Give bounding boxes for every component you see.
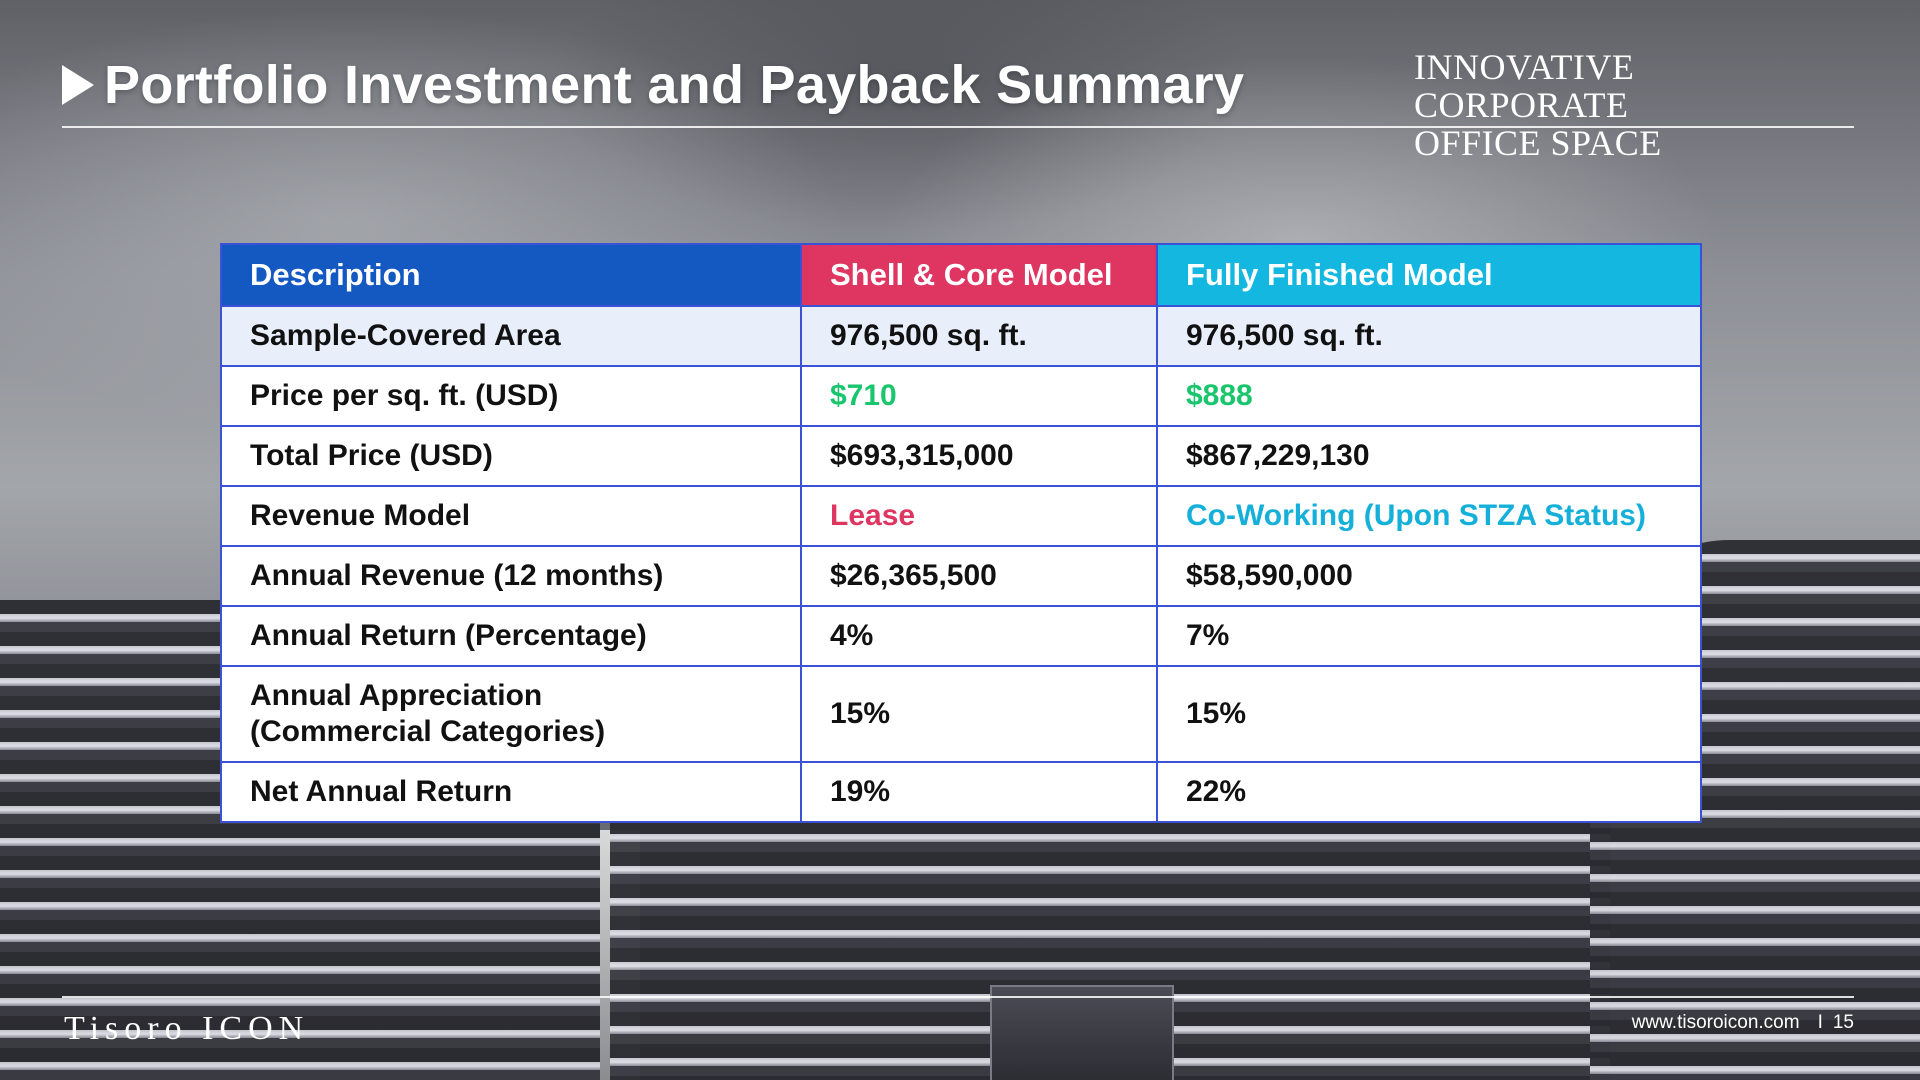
- row-shell-value: $693,315,000: [800, 425, 1158, 487]
- table-row: Total Price (USD) $693,315,000 $867,229,…: [220, 425, 1702, 487]
- row-description: Sample-Covered Area: [220, 305, 802, 367]
- row-description: Annual Return (Percentage): [220, 605, 802, 667]
- slide-header: Portfolio Investment and Payback Summary…: [62, 48, 1854, 162]
- row-shell-value: 19%: [800, 761, 1158, 823]
- row-finished-value: $58,590,000: [1156, 545, 1702, 607]
- header-fully-finished: Fully Finished Model: [1156, 243, 1702, 307]
- footer-brand-logo: Tisoro ICON: [64, 1010, 310, 1047]
- row-description: Net Annual Return: [220, 761, 802, 823]
- row-description-line1: Annual Appreciation: [250, 679, 543, 712]
- row-description: Revenue Model: [220, 485, 802, 547]
- row-finished-value: $867,229,130: [1156, 425, 1702, 487]
- slide-title: Portfolio Investment and Payback Summary: [104, 55, 1245, 115]
- row-description: Price per sq. ft. (USD): [220, 365, 802, 427]
- header-divider: [62, 126, 1854, 128]
- row-description: Total Price (USD): [220, 425, 802, 487]
- row-description: Annual Revenue (12 months): [220, 545, 802, 607]
- page-number: 15: [1832, 1012, 1854, 1033]
- table-row: Annual Appreciation (Commercial Categori…: [220, 665, 1702, 763]
- row-finished-value: 15%: [1156, 665, 1702, 763]
- play-triangle-icon: [62, 65, 94, 105]
- row-finished-value: 7%: [1156, 605, 1702, 667]
- row-shell-value: 976,500 sq. ft.: [800, 305, 1158, 367]
- brand-tagline: INNOVATIVE CORPORATE OFFICE SPACE: [1414, 48, 1854, 162]
- table-row: Price per sq. ft. (USD) $710 $888: [220, 365, 1702, 427]
- footer-info: www.tisoroicon.com I 15: [1632, 1012, 1854, 1034]
- header-description: Description: [220, 243, 802, 307]
- row-shell-value: 4%: [800, 605, 1158, 667]
- investment-summary-table: Description Shell & Core Model Fully Fin…: [220, 243, 1702, 823]
- table-row: Annual Return (Percentage) 4% 7%: [220, 605, 1702, 667]
- table-header-row: Description Shell & Core Model Fully Fin…: [220, 243, 1702, 307]
- row-shell-value: Lease: [800, 485, 1158, 547]
- row-shell-value: 15%: [800, 665, 1158, 763]
- footer-separator: I: [1817, 1012, 1823, 1033]
- row-finished-value: 976,500 sq. ft.: [1156, 305, 1702, 367]
- row-description-line2: (Commercial Categories): [250, 715, 606, 748]
- table-row: Revenue Model Lease Co-Working (Upon STZ…: [220, 485, 1702, 547]
- table-row: Annual Revenue (12 months) $26,365,500 $…: [220, 545, 1702, 607]
- table-row: Net Annual Return 19% 22%: [220, 761, 1702, 823]
- row-shell-value: $710: [800, 365, 1158, 427]
- table-row: Sample-Covered Area 976,500 sq. ft. 976,…: [220, 305, 1702, 367]
- row-description: Annual Appreciation (Commercial Categori…: [220, 665, 802, 763]
- brand-tagline-line1: INNOVATIVE CORPORATE: [1414, 47, 1635, 125]
- row-finished-value: Co-Working (Upon STZA Status): [1156, 485, 1702, 547]
- brand-tagline-line2: OFFICE SPACE: [1414, 123, 1662, 163]
- row-finished-value: $888: [1156, 365, 1702, 427]
- header-shell-core: Shell & Core Model: [800, 243, 1158, 307]
- building-entrance: [990, 985, 1174, 1080]
- footer-website-link[interactable]: www.tisoroicon.com: [1631, 1012, 1800, 1033]
- title-wrap: Portfolio Investment and Payback Summary: [62, 54, 1244, 116]
- footer-divider: [62, 996, 1854, 998]
- row-shell-value: $26,365,500: [800, 545, 1158, 607]
- row-finished-value: 22%: [1156, 761, 1702, 823]
